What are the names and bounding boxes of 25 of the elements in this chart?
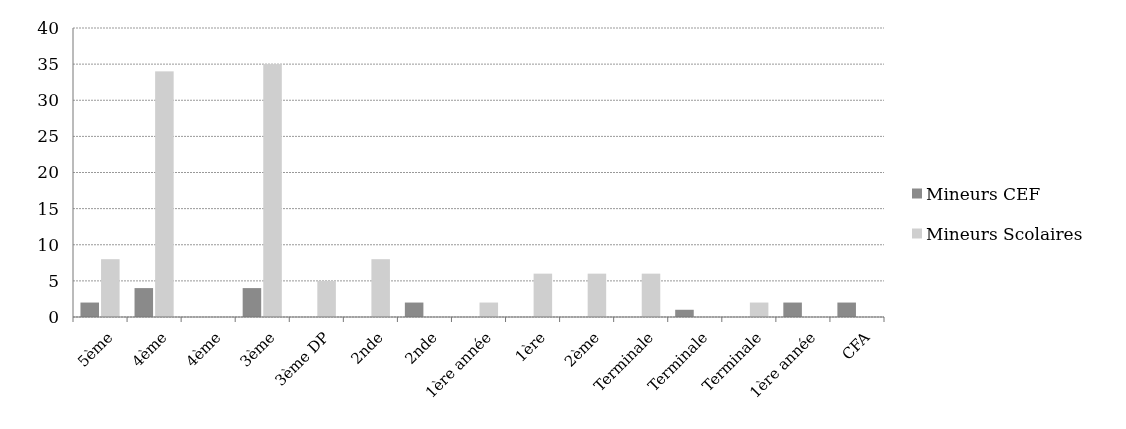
bar [837, 302, 856, 317]
y-tick-label: 30 [37, 90, 59, 111]
bar [371, 259, 390, 317]
y-tick-label: 15 [37, 198, 59, 219]
bar [80, 302, 99, 317]
bar [533, 273, 553, 317]
y-tick-label: 25 [37, 126, 59, 147]
y-tick-label: 10 [37, 234, 59, 255]
bar [587, 273, 607, 317]
bar [134, 288, 154, 317]
x-tick-label: CFA [838, 328, 874, 364]
bar [242, 288, 262, 317]
legend-label: Mineurs Scolaires [926, 224, 1083, 245]
y-tick-label: 40 [37, 17, 59, 38]
bar [155, 71, 174, 317]
y-tick-label: 5 [48, 270, 59, 291]
legend-label: Mineurs CEF [926, 184, 1041, 205]
bar [317, 280, 336, 317]
bar [783, 302, 802, 317]
bar [263, 64, 282, 317]
y-tick-label: 35 [37, 54, 59, 75]
bar [101, 259, 120, 317]
y-tick-label: 0 [48, 306, 59, 327]
y-tick-label: 20 [37, 162, 59, 183]
bar [641, 273, 661, 317]
